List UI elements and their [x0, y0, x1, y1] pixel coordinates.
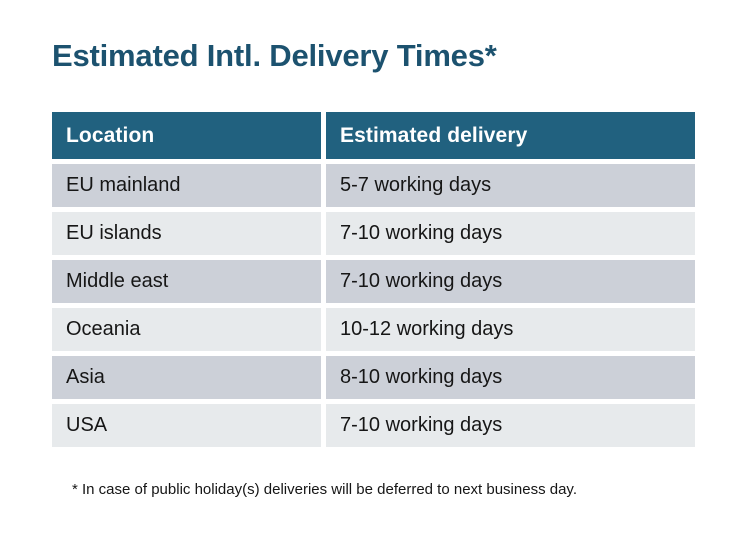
cell-location: Asia: [52, 356, 321, 399]
table-header-row: Location Estimated delivery: [52, 112, 695, 159]
cell-estimated-delivery: 7-10 working days: [326, 212, 695, 255]
column-header-location: Location: [52, 112, 321, 159]
cell-estimated-delivery: 8-10 working days: [326, 356, 695, 399]
cell-location: EU islands: [52, 212, 321, 255]
table-row: EU mainland 5-7 working days: [52, 164, 695, 207]
footnote: * In case of public holiday(s) deliverie…: [72, 481, 577, 498]
cell-estimated-delivery: 7-10 working days: [326, 260, 695, 303]
cell-location: Middle east: [52, 260, 321, 303]
table-row: Middle east 7-10 working days: [52, 260, 695, 303]
cell-estimated-delivery: 7-10 working days: [326, 404, 695, 447]
table-row: Asia 8-10 working days: [52, 356, 695, 399]
table-body: EU mainland 5-7 working days EU islands …: [52, 164, 695, 447]
delivery-times-table: Location Estimated delivery EU mainland …: [47, 107, 700, 452]
column-header-estimated-delivery: Estimated delivery: [326, 112, 695, 159]
cell-location: EU mainland: [52, 164, 321, 207]
table-row: USA 7-10 working days: [52, 404, 695, 447]
table-header: Location Estimated delivery: [52, 112, 695, 159]
table-row: EU islands 7-10 working days: [52, 212, 695, 255]
cell-estimated-delivery: 10-12 working days: [326, 308, 695, 351]
page-title: Estimated Intl. Delivery Times*: [52, 38, 497, 73]
cell-location: Oceania: [52, 308, 321, 351]
cell-estimated-delivery: 5-7 working days: [326, 164, 695, 207]
cell-location: USA: [52, 404, 321, 447]
table-row: Oceania 10-12 working days: [52, 308, 695, 351]
